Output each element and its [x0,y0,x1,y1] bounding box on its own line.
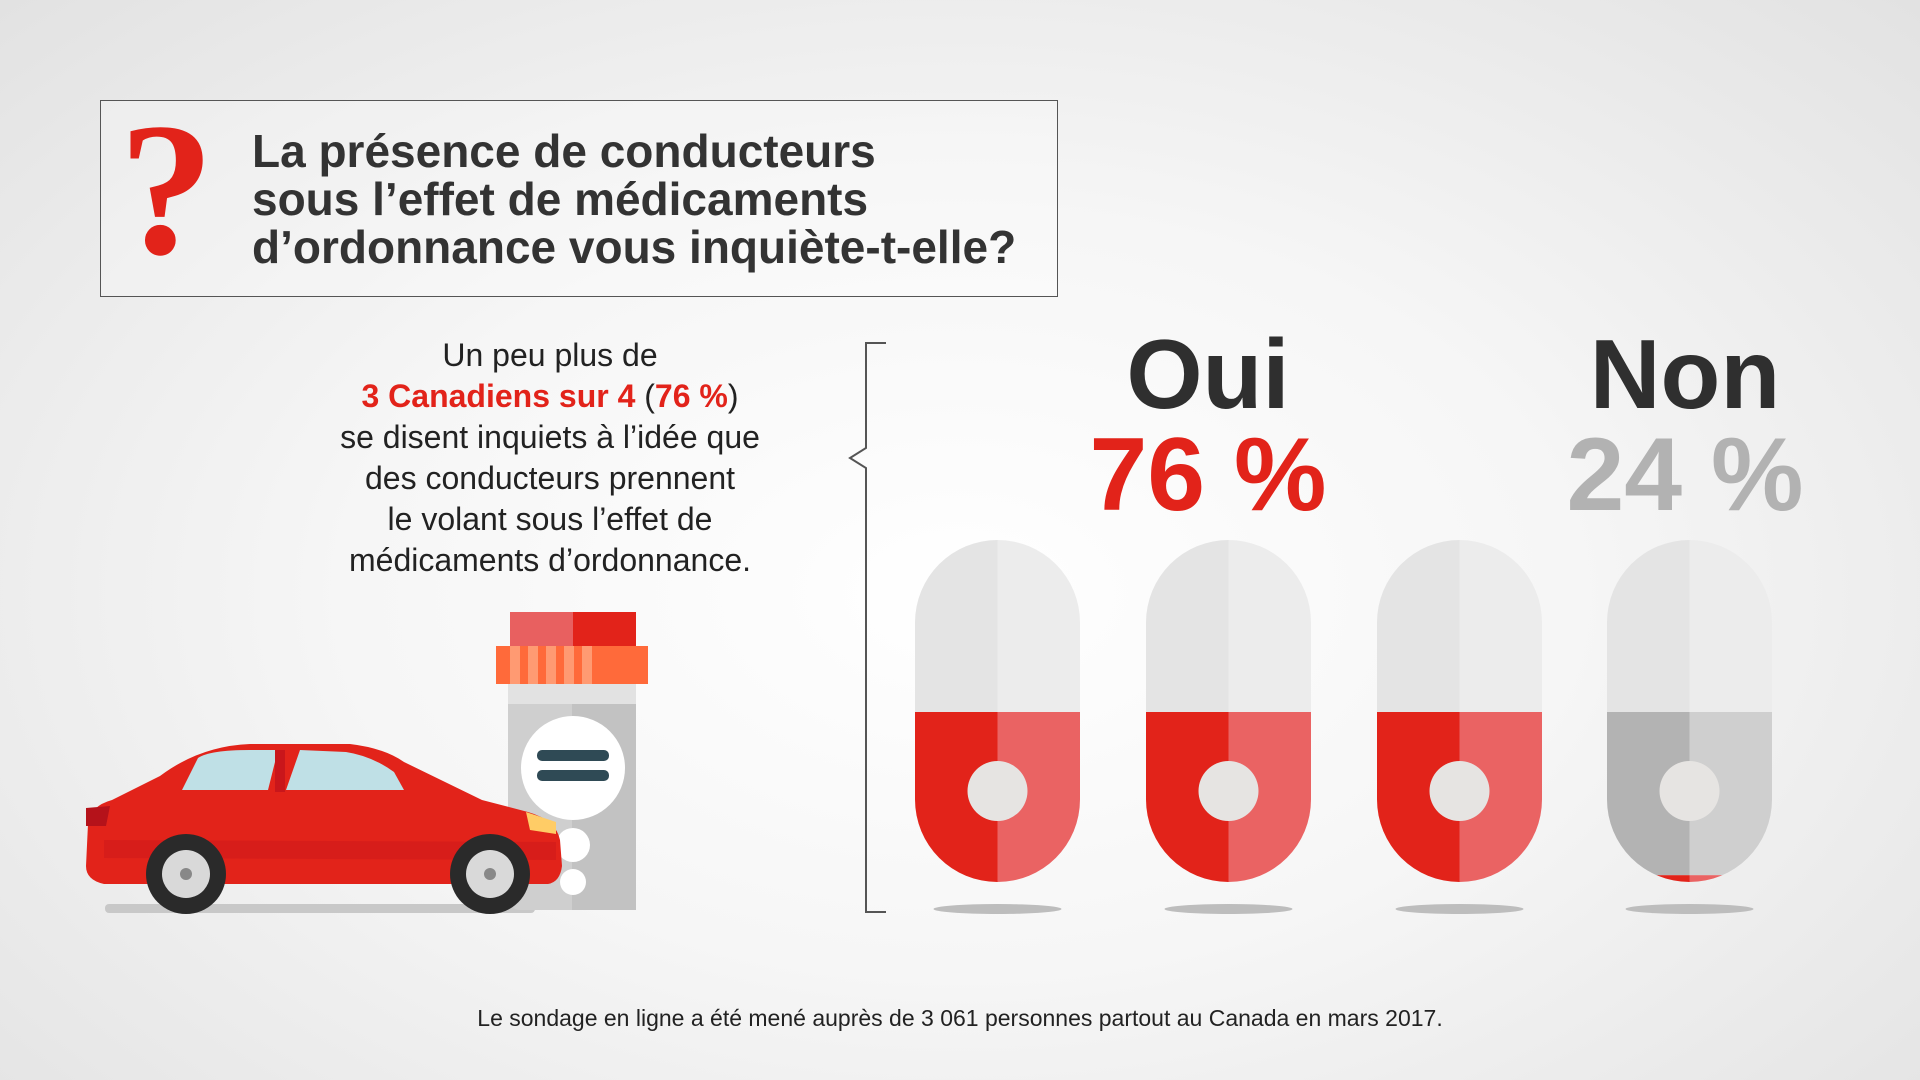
bracket [848,342,886,913]
survey-footnote: Le sondage en ligne a été mené auprès de… [477,1005,1443,1031]
statement-line-3: se disent inquiets à l’idée que [340,419,760,455]
statement-line-4: des conducteurs prennent [364,460,736,496]
pills-group [915,540,1772,914]
pill-icon-4 [1607,540,1772,914]
statement-highlight: 3 Canadiens sur 4 [361,378,636,414]
question-line-3: d’ordonnance vous inquiète-t-elle? [252,221,1017,273]
question-line-2: sous l’effet de médicaments [252,173,869,225]
car-icon [86,744,562,914]
statement-pct: 76 % [654,378,728,414]
pill-icon-2 [1146,540,1311,914]
statement-line-6: médicaments d’ordonnance. [348,542,751,578]
pill-icon-1 [915,540,1080,914]
statement-line-2: 3 Canadiens sur 4 (76 %) [300,376,800,417]
yes-label: Oui [1126,319,1290,429]
no-percentage: 24 % [1566,417,1804,533]
statement-paren-open: ( [635,378,655,414]
car-shadow [105,904,535,913]
question-title: La présence de conducteurs sous l’effet … [252,127,1042,271]
pill-icon-3 [1377,540,1542,914]
question-box: ? La présence de conducteurs sous l’effe… [100,95,1058,297]
statement-text: Un peu plus de 3 Canadiens sur 4 (76 %) … [300,335,800,581]
no-label: Non [1589,319,1781,429]
statement-paren-close: ) [727,378,739,414]
question-line-1: La présence de conducteurs [252,125,876,177]
question-mark-icon: ? [119,85,214,295]
statement-line-1: Un peu plus de [442,337,658,373]
yes-percentage: 76 % [1089,417,1327,533]
statement-line-5: le volant sous l’effet de [387,501,713,537]
pill-bottle-icon [496,612,648,910]
